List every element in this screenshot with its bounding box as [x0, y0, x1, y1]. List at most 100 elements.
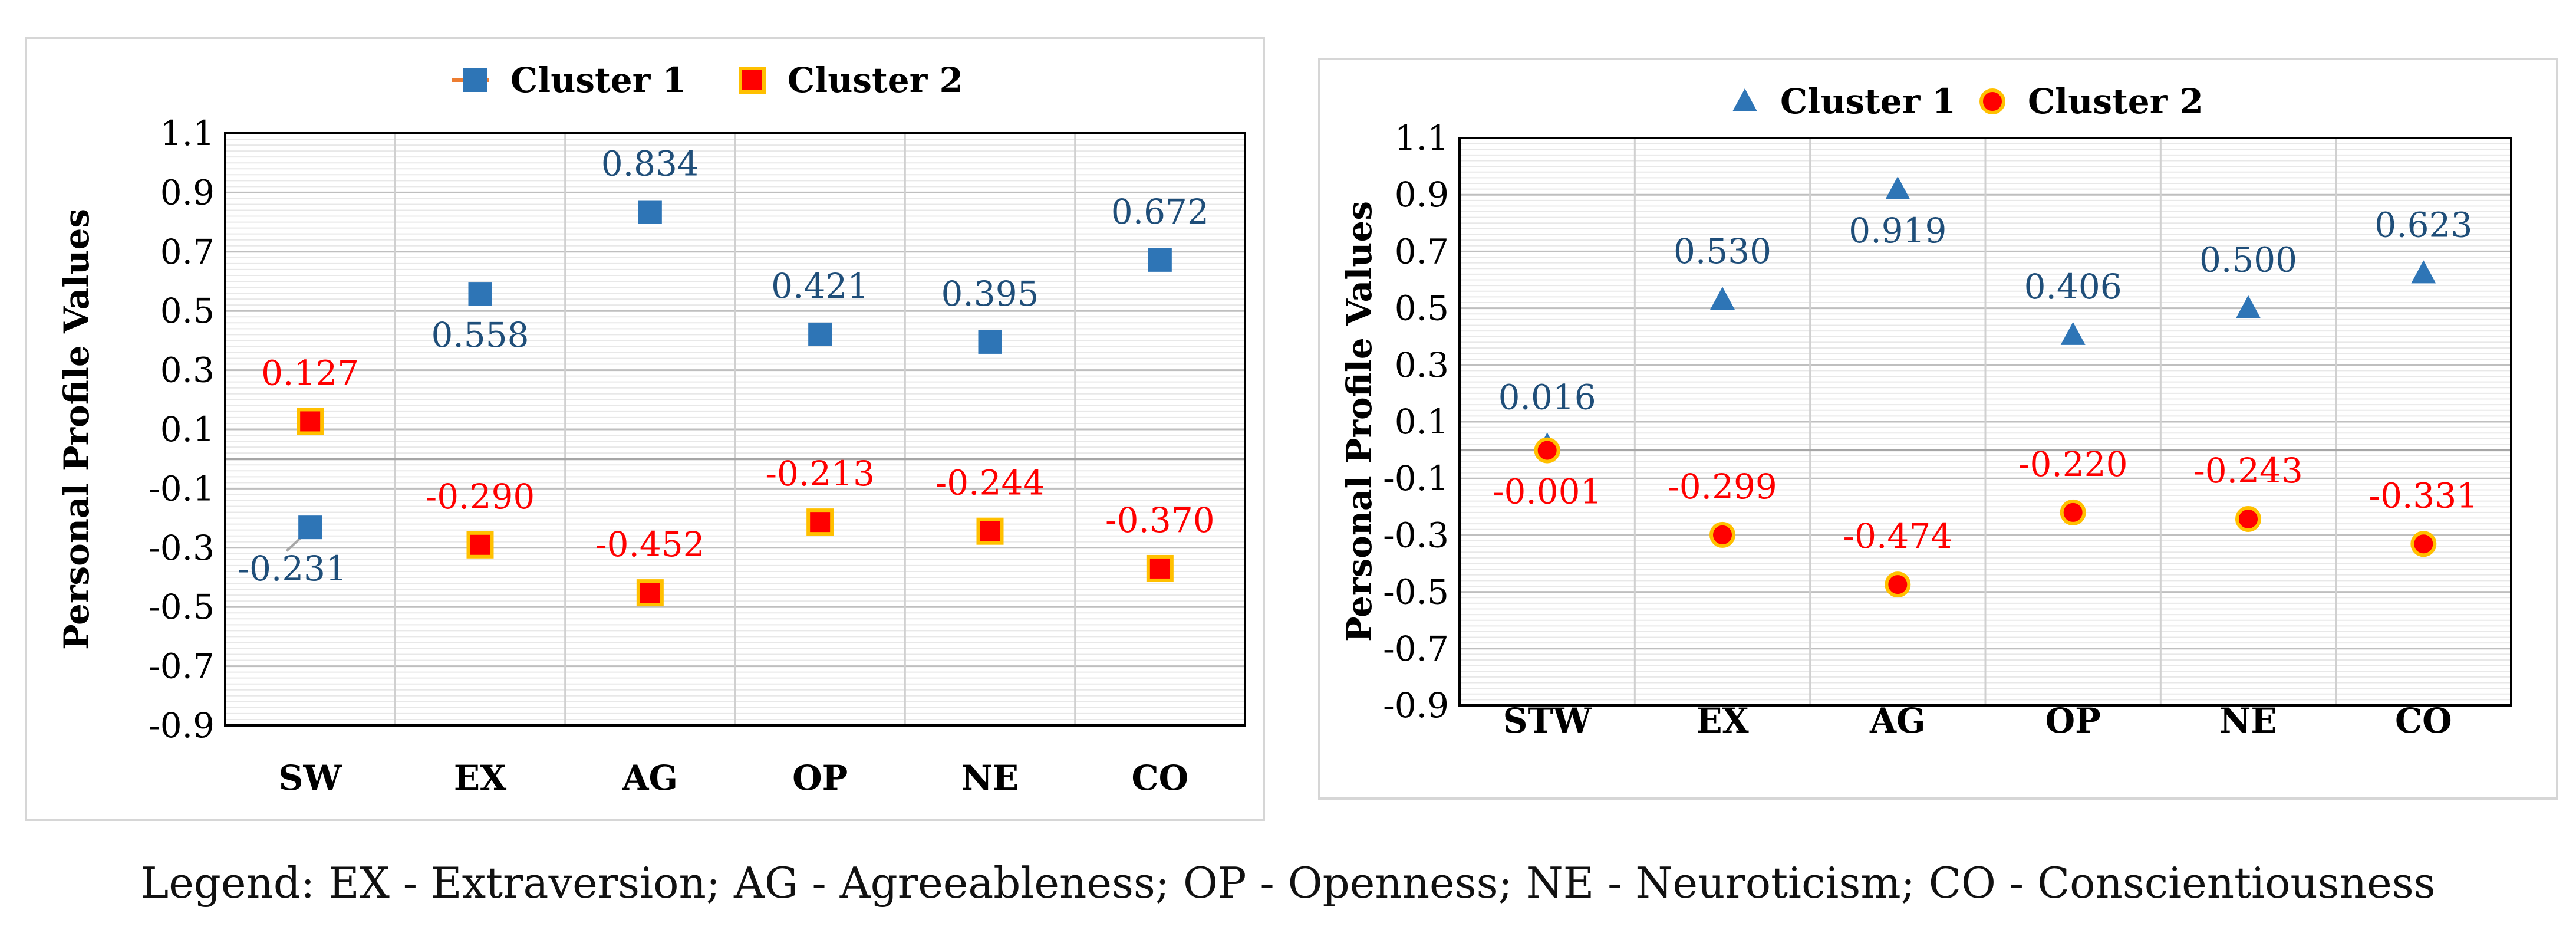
- left-data-point: [978, 330, 1002, 354]
- left-data-point: [808, 322, 832, 346]
- right-data-label: -0.299: [1668, 467, 1777, 507]
- right-y-tick-label: -0.1: [1383, 458, 1449, 498]
- right-data-label: 0.623: [2374, 205, 2472, 245]
- right-data-label: 0.500: [2199, 240, 2297, 280]
- left-y-axis-title: Personal Profile Values: [57, 209, 97, 650]
- left-category-label: EX: [454, 758, 506, 798]
- right-category-label: AG: [1869, 701, 1926, 741]
- right-category-label: EX: [1696, 701, 1748, 741]
- left-data-label: 0.395: [941, 274, 1039, 314]
- left-category-label: SW: [279, 758, 342, 798]
- right-series-1: 0.016 0.530 0.919 0.406 0.500 0.623: [1498, 176, 2472, 456]
- left-data-label: 0.672: [1111, 192, 1209, 232]
- left-data-point: [297, 408, 324, 435]
- left-y-tick-label: 0.7: [160, 232, 215, 272]
- left-data-label: 0.127: [261, 353, 359, 393]
- right-data-label: 0.016: [1498, 377, 1596, 417]
- right-data-label: 0.919: [1849, 211, 1946, 251]
- right-data-label: -0.243: [2193, 451, 2303, 491]
- left-y-tick-label: -0.1: [149, 468, 215, 508]
- right-y-tick-label: -0.5: [1383, 572, 1449, 612]
- right-data-point: [2236, 295, 2261, 318]
- left-category-label: AG: [622, 758, 678, 798]
- left-data-point: [468, 282, 492, 306]
- left-data-label: 0.421: [771, 266, 869, 306]
- right-category-label: NE: [2219, 701, 2277, 741]
- left-y-tick-labels: 1.1 0.9 0.7 0.5 0.3 0.1 -0.1 -0.3 -0.5 -0.7 -0.9: [149, 113, 215, 745]
- right-data-point: [2060, 321, 2086, 345]
- right-data-label: 0.406: [2024, 267, 2122, 307]
- left-category-label: CO: [1131, 758, 1188, 798]
- right-category-label: CO: [2395, 701, 2452, 741]
- left-y-tick-label: -0.5: [149, 587, 215, 627]
- left-data-label: -0.231: [238, 548, 347, 589]
- left-category-labels: SW EX AG OP NE CO: [279, 758, 1189, 798]
- left-chart: 1.1 0.9 0.7 0.5 0.3 0.1 -0.1 -0.3 -0.5 -0.7 -0.9 Pe…: [57, 60, 1246, 798]
- left-legend-marker: [739, 67, 766, 94]
- left-data-label: -0.290: [426, 477, 535, 517]
- right-category-label: STW: [1503, 701, 1592, 741]
- right-data-point: [2410, 531, 2437, 557]
- left-y-tick-label: 1.1: [160, 113, 215, 153]
- left-category-label: NE: [961, 758, 1019, 798]
- left-data-label: 0.834: [601, 144, 699, 184]
- left-series-1: -0.231 0.558 0.834 0.421 0.395 0.672: [238, 144, 1209, 589]
- right-data-point: [1709, 521, 1735, 548]
- right-category-label: OP: [2045, 701, 2101, 741]
- right-data-point: [1534, 437, 1560, 464]
- left-data-point: [298, 515, 322, 540]
- left-y-tick-label: 0.9: [160, 172, 215, 212]
- left-data-point: [806, 508, 834, 536]
- left-data-point: [1146, 554, 1174, 582]
- right-y-tick-label: 0.3: [1395, 345, 1449, 385]
- right-data-label: -0.331: [2369, 475, 2479, 515]
- left-legend-label: Cluster 1: [510, 60, 686, 100]
- left-data-label: -0.244: [935, 463, 1045, 503]
- right-y-tick-label: -0.9: [1383, 685, 1449, 725]
- right-y-tick-label: 0.5: [1395, 288, 1449, 329]
- right-y-tick-label: 0.7: [1395, 231, 1449, 271]
- right-series-2: -0.001 -0.299 -0.474 -0.220 -0.243 -0.331: [1493, 437, 2479, 598]
- left-category-label: OP: [792, 758, 848, 798]
- left-data-point: [976, 517, 1004, 545]
- right-legend-label: Cluster 2: [2028, 81, 2203, 121]
- left-y-tick-label: -0.9: [149, 705, 215, 745]
- left-y-tick-label: -0.7: [149, 646, 215, 686]
- left-legend: Cluster 1 Cluster 2: [452, 60, 963, 100]
- left-y-tick-label: 0.3: [160, 350, 215, 390]
- right-data-label: -0.474: [1843, 516, 1953, 556]
- right-data-point: [1885, 571, 1911, 598]
- right-data-point: [2235, 505, 2261, 532]
- right-y-tick-label: 0.9: [1395, 175, 1449, 215]
- right-data-point: [1885, 176, 1910, 200]
- right-y-axis-title: Personal Profile Values: [1339, 201, 1379, 642]
- left-legend-label: Cluster 2: [788, 60, 963, 100]
- right-chart: 1.1 0.9 0.7 0.5 0.3 0.1 -0.1 -0.3 -0.5 -0.7 -0.9 Pe…: [1339, 81, 2512, 741]
- left-y-tick-label: -0.3: [149, 528, 215, 568]
- right-data-point: [2060, 499, 2086, 525]
- left-data-label: -0.452: [595, 524, 705, 564]
- left-data-label: 0.558: [431, 315, 529, 355]
- right-data-label: -0.001: [1493, 472, 1602, 512]
- left-data-point: [638, 200, 662, 224]
- right-y-tick-label: 1.1: [1395, 118, 1449, 158]
- right-chart-panel: 1.1 0.9 0.7 0.5 0.3 0.1 -0.1 -0.3 -0.5 -0.7 -0.9 Pe…: [1318, 58, 2558, 800]
- left-legend-marker: [463, 68, 487, 92]
- left-chart-panel: 1.1 0.9 0.7 0.5 0.3 0.1 -0.1 -0.3 -0.5 -0.7 -0.9 Pe…: [25, 37, 1265, 821]
- right-axes-border: [1458, 137, 2512, 707]
- right-y-tick-labels: 1.1 0.9 0.7 0.5 0.3 0.1 -0.1 -0.3 -0.5 -0.7 -0.9: [1383, 118, 1449, 725]
- left-y-tick-label: 0.1: [160, 409, 215, 449]
- right-data-point: [2411, 260, 2436, 284]
- left-series-2: 0.127 -0.290 -0.452 -0.213 -0.244 -0.370: [261, 353, 1215, 607]
- left-data-point: [636, 579, 664, 607]
- right-data-label: 0.530: [1674, 231, 1771, 271]
- left-data-point: [1148, 248, 1172, 272]
- right-y-tick-label: -0.3: [1383, 515, 1449, 555]
- right-y-tick-label: 0.1: [1395, 402, 1449, 442]
- figure-caption: Legend: EX - Extraversion; AG - Agreeabl…: [140, 858, 2436, 908]
- left-data-label: -0.213: [765, 454, 875, 494]
- left-data-label: -0.370: [1105, 500, 1215, 540]
- right-legend: Cluster 1 Cluster 2: [1732, 81, 2203, 121]
- left-data-point: [466, 531, 494, 559]
- right-y-tick-label: -0.7: [1383, 629, 1449, 669]
